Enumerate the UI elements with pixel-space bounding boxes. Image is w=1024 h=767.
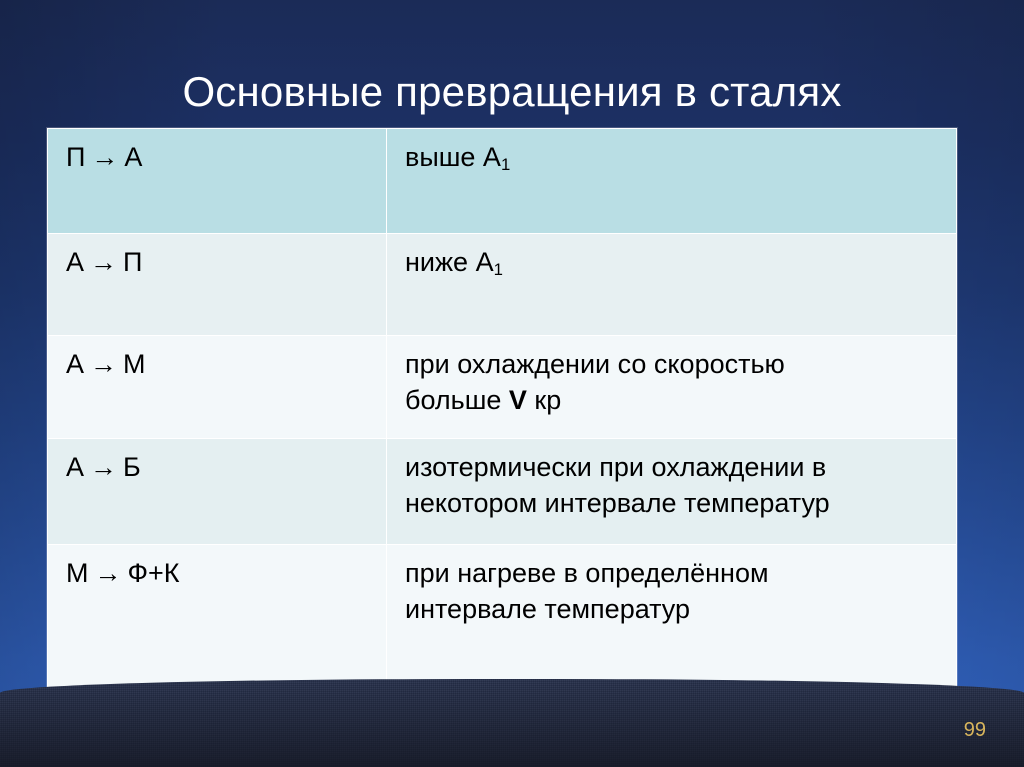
- cell-condition: изотермически при охлаждении в некотором…: [386, 438, 957, 545]
- critical-speed-suffix: кр: [526, 385, 562, 415]
- critical-speed-symbol: V: [508, 385, 527, 415]
- table-row: П → А выше А1: [47, 128, 957, 234]
- table-row: А → М при охлаждении со скоростью больше V…: [47, 335, 957, 439]
- page-title: Основные превращения в сталях: [182, 68, 842, 116]
- reactant-label: А: [66, 452, 85, 482]
- transformations-table: П → А выше А1 А → П ниже А1 А →: [47, 128, 957, 691]
- reactant-label: А: [66, 349, 85, 379]
- reactant-label: П: [66, 142, 86, 172]
- condition-line-1: при охлаждении со скоростью: [405, 349, 785, 379]
- cell-condition: выше А1: [386, 128, 957, 234]
- reactant-label: М: [66, 558, 89, 588]
- product-label: Ф+К: [127, 558, 180, 588]
- product-label: Б: [123, 452, 141, 482]
- product-label: А: [124, 142, 143, 172]
- condition-subscript: 1: [493, 259, 503, 279]
- cell-condition: ниже А1: [386, 233, 957, 336]
- cell-transformation: П → А: [47, 128, 387, 234]
- condition-line-1: изотермически при охлаждении в: [405, 452, 827, 482]
- reactant-label: А: [66, 247, 85, 277]
- arrow-right-icon: →: [90, 247, 118, 277]
- table-row: А → П ниже А1: [47, 233, 957, 336]
- arrow-right-icon: →: [94, 558, 122, 588]
- condition-line-2: некотором интервале температур: [405, 488, 830, 518]
- cell-transformation: А → Б: [47, 438, 387, 545]
- cell-transformation: М → Ф+К: [47, 544, 387, 691]
- cell-transformation: А → П: [47, 233, 387, 336]
- product-label: П: [123, 247, 143, 277]
- condition-text: ниже А: [405, 247, 494, 277]
- condition-line-2-prefix: больше: [405, 385, 509, 415]
- condition-text: выше А: [405, 142, 501, 172]
- bottom-decorative-band: [0, 679, 1024, 767]
- table-row: А → Б изотермически при охлаждении в некот…: [47, 438, 957, 545]
- arrow-right-icon: →: [91, 142, 119, 172]
- product-label: М: [123, 349, 146, 379]
- cell-condition: при охлаждении со скоростью больше V кр: [386, 335, 957, 439]
- condition-line-2: больше V кр: [405, 382, 942, 418]
- condition-line-2: интервале температур: [405, 594, 691, 624]
- condition-line-1: при нагреве в определённом: [405, 558, 769, 588]
- condition-subscript: 1: [500, 154, 511, 174]
- table-row: М → Ф+К при нагреве в определённом интерва…: [47, 544, 957, 691]
- cell-transformation: А → М: [47, 335, 387, 439]
- arrow-right-icon: →: [90, 452, 118, 482]
- arrow-right-icon: →: [90, 349, 118, 379]
- cell-condition: при нагреве в определённом интервале тем…: [386, 544, 957, 691]
- page-number: 99: [963, 719, 986, 741]
